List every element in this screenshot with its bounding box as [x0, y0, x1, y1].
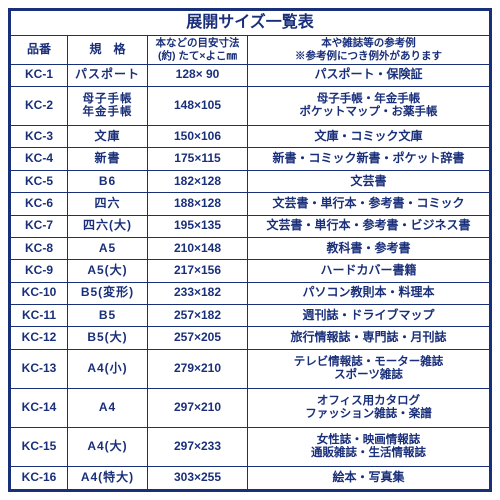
- cell-examples: オフィス用カタログファッション雑誌・楽譜: [248, 388, 491, 427]
- cell-size: 217×156: [148, 260, 248, 282]
- cell-size: 175×115: [148, 148, 248, 170]
- cell-code: KC-9: [10, 260, 68, 282]
- cell-examples: 女性誌・映画情報誌通販雑誌・生活情報誌: [248, 428, 491, 467]
- cell-examples: パスポート・保険証: [248, 64, 491, 86]
- cell-size: 128× 90: [148, 64, 248, 86]
- cell-size: 233×182: [148, 282, 248, 304]
- cell-size: 257×182: [148, 305, 248, 327]
- cell-spec: B5(大): [68, 327, 148, 349]
- cell-spec: B6: [68, 170, 148, 192]
- cell-size: 188×128: [148, 193, 248, 215]
- table-row: KC-11B5257×182週刊誌・ドライブマップ: [10, 305, 491, 327]
- cell-size: 303×255: [148, 467, 248, 491]
- cell-examples: 絵本・写真集: [248, 467, 491, 491]
- cell-size: 257×205: [148, 327, 248, 349]
- table-title: 展開サイズ一覧表: [10, 10, 491, 36]
- cell-size: 297×233: [148, 428, 248, 467]
- cell-spec: 四六: [68, 193, 148, 215]
- cell-size: 148×105: [148, 86, 248, 125]
- cell-examples: テレビ情報誌・モーター雑誌スポーツ雑誌: [248, 349, 491, 388]
- col-header-spec: 規 格: [68, 36, 148, 64]
- cell-code: KC-14: [10, 388, 68, 427]
- cell-size: 279×210: [148, 349, 248, 388]
- cell-examples: 文芸書・単行本・参考書・コミック: [248, 193, 491, 215]
- table-row: KC-12B5(大)257×205旅行情報誌・専門誌・月刊誌: [10, 327, 491, 349]
- cell-size: 210×148: [148, 237, 248, 259]
- cell-code: KC-10: [10, 282, 68, 304]
- cell-code: KC-6: [10, 193, 68, 215]
- cell-code: KC-12: [10, 327, 68, 349]
- cell-code: KC-7: [10, 215, 68, 237]
- cell-spec: B5(変形): [68, 282, 148, 304]
- table-row: KC-8A5210×148教科書・参考書: [10, 237, 491, 259]
- col-header-examples: 本や雑誌等の参考例※参考例につき例外があります: [248, 36, 491, 64]
- table-row: KC-10B5(変形)233×182パソコン教則本・料理本: [10, 282, 491, 304]
- cell-spec: 文庫: [68, 126, 148, 148]
- table-row: KC-15A4(大)297×233女性誌・映画情報誌通販雑誌・生活情報誌: [10, 428, 491, 467]
- table-row: KC-6四六188×128文芸書・単行本・参考書・コミック: [10, 193, 491, 215]
- table-row: KC-16A4(特大)303×255絵本・写真集: [10, 467, 491, 491]
- cell-spec: 四六(大): [68, 215, 148, 237]
- cell-spec: A4: [68, 388, 148, 427]
- header-row: 品番 規 格 本などの目安寸法(約) たて×よこ㎜ 本や雑誌等の参考例※参考例に…: [10, 36, 491, 64]
- col-header-size: 本などの目安寸法(約) たて×よこ㎜: [148, 36, 248, 64]
- table-row: KC-13A4(小)279×210テレビ情報誌・モーター雑誌スポーツ雑誌: [10, 349, 491, 388]
- table-row: KC-1パスポート128× 90パスポート・保険証: [10, 64, 491, 86]
- table-row: KC-14A4297×210オフィス用カタログファッション雑誌・楽譜: [10, 388, 491, 427]
- cell-spec: A4(小): [68, 349, 148, 388]
- table-row: KC-4新書175×115新書・コミック新書・ポケット辞書: [10, 148, 491, 170]
- cell-spec: 新書: [68, 148, 148, 170]
- col-header-code: 品番: [10, 36, 68, 64]
- cell-code: KC-4: [10, 148, 68, 170]
- cell-examples: 文芸書: [248, 170, 491, 192]
- cell-code: KC-2: [10, 86, 68, 125]
- table-row: KC-7四六(大)195×135文芸書・単行本・参考書・ビジネス書: [10, 215, 491, 237]
- cell-spec: A4(大): [68, 428, 148, 467]
- table-row: KC-2母子手帳年金手帳148×105母子手帳・年金手帳ポケットマップ・お薬手帳: [10, 86, 491, 125]
- cell-code: KC-11: [10, 305, 68, 327]
- cell-spec: パスポート: [68, 64, 148, 86]
- cell-examples: 新書・コミック新書・ポケット辞書: [248, 148, 491, 170]
- cell-examples: 文芸書・単行本・参考書・ビジネス書: [248, 215, 491, 237]
- cell-code: KC-13: [10, 349, 68, 388]
- cell-code: KC-5: [10, 170, 68, 192]
- cell-examples: 文庫・コミック文庫: [248, 126, 491, 148]
- cell-code: KC-8: [10, 237, 68, 259]
- cell-code: KC-16: [10, 467, 68, 491]
- cell-examples: パソコン教則本・料理本: [248, 282, 491, 304]
- cell-examples: 週刊誌・ドライブマップ: [248, 305, 491, 327]
- table-row: KC-3文庫150×106文庫・コミック文庫: [10, 126, 491, 148]
- cell-examples: 旅行情報誌・専門誌・月刊誌: [248, 327, 491, 349]
- cell-spec: A5(大): [68, 260, 148, 282]
- cell-code: KC-3: [10, 126, 68, 148]
- cell-code: KC-15: [10, 428, 68, 467]
- size-table: 展開サイズ一覧表 品番 規 格 本などの目安寸法(約) たて×よこ㎜ 本や雑誌等…: [8, 8, 492, 492]
- cell-spec: B5: [68, 305, 148, 327]
- cell-spec: A5: [68, 237, 148, 259]
- table-row: KC-5B6182×128文芸書: [10, 170, 491, 192]
- cell-size: 195×135: [148, 215, 248, 237]
- cell-examples: 教科書・参考書: [248, 237, 491, 259]
- cell-size: 297×210: [148, 388, 248, 427]
- cell-spec: 母子手帳年金手帳: [68, 86, 148, 125]
- cell-size: 182×128: [148, 170, 248, 192]
- cell-code: KC-1: [10, 64, 68, 86]
- table-container: 展開サイズ一覧表 品番 規 格 本などの目安寸法(約) たて×よこ㎜ 本や雑誌等…: [0, 0, 500, 500]
- cell-size: 150×106: [148, 126, 248, 148]
- cell-spec: A4(特大): [68, 467, 148, 491]
- cell-examples: 母子手帳・年金手帳ポケットマップ・お薬手帳: [248, 86, 491, 125]
- table-row: KC-9A5(大)217×156ハードカバー書籍: [10, 260, 491, 282]
- cell-examples: ハードカバー書籍: [248, 260, 491, 282]
- title-row: 展開サイズ一覧表: [10, 10, 491, 36]
